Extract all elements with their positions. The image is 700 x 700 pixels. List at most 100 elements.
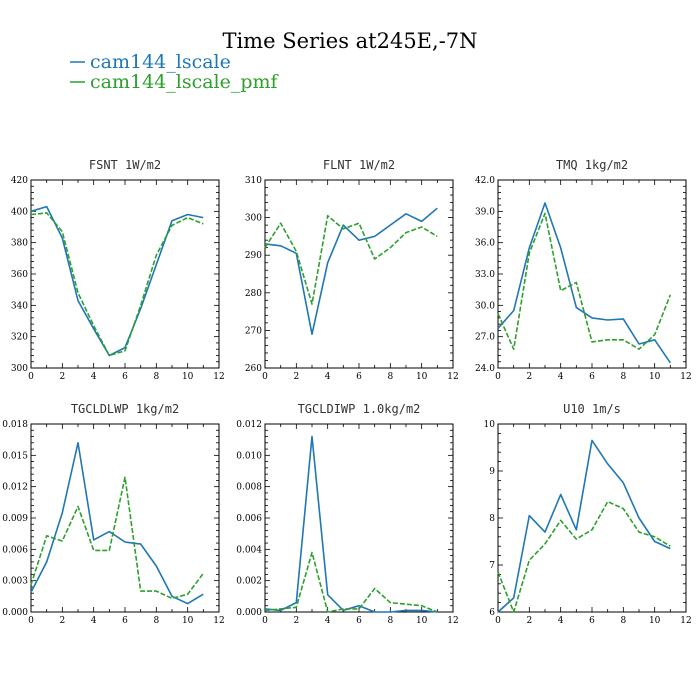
x-tick-label: 4	[91, 372, 97, 382]
series-line-lscale-pmf	[497, 500, 671, 613]
y-tick-label: 0.000	[236, 608, 262, 618]
y-tick-label: 0.002	[236, 577, 262, 587]
y-tick-label: 310	[245, 176, 262, 186]
y-tick-label: 0.008	[236, 483, 262, 493]
x-tick-label: 6	[356, 372, 362, 382]
y-tick-label: 290	[245, 251, 262, 261]
figure-title: Time Series at245E,-7N	[222, 29, 477, 53]
panel-title: U10 1m/s	[563, 402, 621, 416]
y-tick-label: 30.0	[475, 301, 495, 311]
series-line-lscale-pmf	[30, 212, 204, 357]
series-line-lscale	[30, 205, 204, 357]
y-tick-label: 400	[11, 207, 28, 217]
x-tick-label: 12	[680, 372, 691, 382]
panel-4: TGCLDIWP 1.0kg/m2 0 2 4 6 8 10 12 0.000 0.002 0.00…	[236, 402, 458, 626]
x-tick-label: 12	[213, 616, 224, 626]
x-tick-label: 10	[649, 616, 661, 626]
series-line-lscale-pmf	[264, 551, 438, 613]
x-tick-label: 0	[262, 372, 268, 382]
y-tick-label: 0.004	[236, 545, 262, 555]
x-tick-label: 2	[293, 616, 299, 626]
plot-frame	[497, 423, 687, 613]
x-tick-label: 4	[325, 616, 331, 626]
x-tick-label: 4	[91, 616, 97, 626]
x-tick-label: 8	[620, 372, 626, 382]
x-tick-label: 12	[447, 372, 458, 382]
y-tick-label: 0.012	[2, 483, 28, 493]
x-tick-label: 8	[387, 372, 393, 382]
x-tick-label: 2	[59, 372, 65, 382]
y-tick-label: 340	[11, 301, 28, 311]
x-tick-label: 12	[213, 372, 224, 382]
x-tick-label: 0	[262, 616, 268, 626]
panel-5: U10 1m/s 0 2 4 6 8 10 12 6 7 8 9 10	[484, 402, 692, 626]
panel-3: TGCLDLWP 1kg/m2 0 2 4 6 8 10 12 0.000 0.003 0.006 0…	[2, 402, 224, 626]
legend-label-lscale-pmf: cam144_lscale_pmf	[90, 71, 280, 93]
plot-frame	[264, 179, 454, 369]
y-tick-label: 42.0	[475, 176, 495, 186]
x-tick-label: 6	[589, 616, 595, 626]
x-tick-label: 8	[153, 372, 159, 382]
x-tick-label: 10	[182, 616, 194, 626]
y-tick-label: 380	[11, 239, 28, 249]
panel-1: FLNT 1W/m2 0 2 4 6 8 10 12 260 270 280 290 300 310	[245, 158, 459, 382]
x-tick-label: 10	[182, 372, 194, 382]
x-tick-label: 10	[649, 372, 661, 382]
panel-0: FSNT 1W/m2 0 2 4 6 8 10 12 300 320 340 360 380 400 420	[11, 158, 225, 382]
y-tick-label: 10	[484, 420, 496, 430]
series-line-lscale	[264, 207, 438, 336]
y-tick-label: 7	[489, 561, 495, 571]
panel-title: FSNT 1W/m2	[89, 158, 161, 172]
x-tick-label: 4	[325, 372, 331, 382]
series-line-lscale-pmf	[264, 214, 438, 305]
y-tick-label: 0.003	[2, 577, 28, 587]
x-tick-label: 0	[28, 372, 34, 382]
y-tick-label: 0.000	[2, 608, 28, 618]
plot-frame	[30, 423, 220, 613]
x-tick-label: 10	[416, 372, 428, 382]
y-tick-label: 0.010	[236, 451, 262, 461]
x-tick-label: 0	[28, 616, 34, 626]
y-tick-label: 270	[245, 326, 262, 336]
x-tick-label: 8	[387, 616, 393, 626]
panel-2: TMQ 1kg/m2 0 2 4 6 8 10 12 24.0 27.0 30.0 33.0 36.0 3…	[475, 158, 692, 382]
x-tick-label: 2	[59, 616, 65, 626]
x-tick-label: 6	[122, 372, 128, 382]
plot-frame	[30, 179, 220, 369]
y-tick-label: 0.018	[2, 420, 28, 430]
y-tick-label: 300	[245, 214, 262, 224]
plot-frame	[264, 423, 454, 613]
legend-label-lscale: cam144_lscale	[90, 51, 231, 73]
panel-title: TGCLDIWP 1.0kg/m2	[298, 402, 421, 416]
x-tick-label: 2	[526, 372, 532, 382]
x-tick-label: 2	[293, 372, 299, 382]
y-tick-label: 39.0	[475, 207, 495, 217]
y-tick-label: 420	[11, 176, 28, 186]
x-tick-label: 4	[558, 372, 564, 382]
y-tick-label: 36.0	[475, 239, 495, 249]
y-tick-label: 280	[245, 289, 262, 299]
series-line-lscale	[497, 439, 671, 613]
x-tick-label: 12	[447, 616, 458, 626]
x-tick-label: 8	[153, 616, 159, 626]
y-tick-label: 0.012	[236, 420, 262, 430]
series-line-lscale	[264, 435, 438, 613]
y-tick-label: 320	[11, 333, 28, 343]
series-line-lscale	[497, 202, 671, 364]
panels: FSNT 1W/m20 2 4 6 8 10 12300320340360380400420…	[2, 158, 691, 626]
y-tick-label: 24.0	[475, 364, 495, 374]
y-tick-label: 27.0	[475, 333, 495, 343]
y-tick-label: 0.009	[2, 514, 28, 524]
y-tick-label: 360	[11, 270, 28, 280]
x-tick-label: 6	[589, 372, 595, 382]
y-tick-label: 260	[245, 364, 262, 374]
series-line-lscale	[30, 441, 204, 605]
x-tick-label: 2	[526, 616, 532, 626]
series-line-lscale-pmf	[30, 476, 204, 600]
y-tick-label: 8	[489, 514, 495, 524]
x-tick-label: 4	[558, 616, 564, 626]
panel-title: TMQ 1kg/m2	[556, 158, 628, 172]
legend: cam144_lscale cam144_lscale_pmf	[70, 51, 280, 93]
y-tick-label: 0.006	[236, 514, 262, 524]
